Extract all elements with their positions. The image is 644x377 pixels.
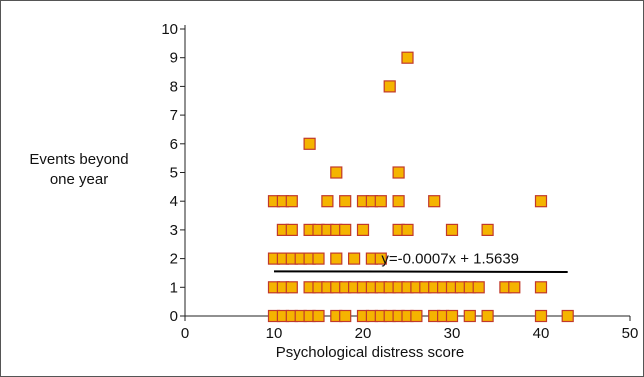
scatter-point bbox=[410, 309, 423, 323]
scatter-point bbox=[285, 223, 298, 236]
x-tick-label: 10 bbox=[266, 325, 283, 342]
trendline-line bbox=[273, 270, 568, 273]
scatter-point bbox=[481, 223, 494, 236]
scatter-point bbox=[356, 223, 370, 236]
scatter-point bbox=[330, 252, 343, 265]
x-tick-label: 30 bbox=[444, 325, 461, 342]
y-axis-label: Events beyond one year bbox=[14, 150, 144, 190]
y-tick-label: 4 bbox=[170, 193, 178, 210]
trendline bbox=[273, 270, 568, 273]
y-tick-label: 1 bbox=[170, 279, 178, 296]
x-tick-label: 40 bbox=[533, 325, 550, 342]
y-tick-label: 9 bbox=[170, 50, 178, 67]
y-tick-label: 3 bbox=[170, 222, 178, 239]
scatter-point bbox=[561, 309, 574, 323]
y-tick-label: 2 bbox=[170, 251, 178, 268]
x-axis-label: Psychological distress score bbox=[275, 344, 465, 361]
scatter-point bbox=[285, 281, 298, 294]
x-tick-label: 20 bbox=[355, 325, 372, 342]
scatter-point bbox=[285, 195, 298, 208]
scatter-point bbox=[312, 309, 325, 323]
scatter-point bbox=[401, 223, 414, 236]
scatter-point bbox=[463, 309, 476, 323]
scatter-point bbox=[534, 309, 548, 323]
axes: 0 1 2 3 4 5 6 7 8 9 10 0 10 20 30 40 50 bbox=[161, 21, 638, 342]
scatter-point bbox=[339, 309, 352, 323]
y-tick-label: 8 bbox=[170, 78, 178, 95]
y-tick-label: 0 bbox=[170, 308, 178, 325]
scatter-point bbox=[445, 223, 459, 236]
scatter-point bbox=[534, 195, 548, 208]
scatter-point bbox=[312, 252, 325, 265]
scatter-point bbox=[321, 195, 334, 208]
scatter-point bbox=[534, 281, 548, 294]
y-tick-label: 10 bbox=[161, 21, 178, 38]
scatter-point bbox=[428, 195, 441, 208]
y-tick-label: 5 bbox=[170, 165, 178, 182]
scatter-point bbox=[374, 252, 387, 265]
y-tick-label: 6 bbox=[170, 136, 178, 153]
scatter-point bbox=[383, 80, 396, 93]
scatter-point bbox=[330, 166, 343, 179]
scatter-point bbox=[445, 309, 459, 323]
scatter-point bbox=[303, 137, 316, 150]
y-axis-label-line-2: one year bbox=[49, 171, 109, 188]
scatter-point bbox=[508, 281, 521, 294]
trendline-equation: y=-0.0007x + 1.5639 bbox=[381, 251, 519, 268]
scatter-point bbox=[374, 195, 387, 208]
trendline-equation-group: y=-0.0007x + 1.5639 bbox=[381, 251, 519, 268]
scatter-point bbox=[401, 51, 414, 64]
scatter-point bbox=[339, 223, 352, 236]
x-tick-label: 50 bbox=[622, 325, 639, 342]
scatter-point bbox=[481, 309, 494, 323]
scatter-point bbox=[392, 166, 405, 179]
y-tick-label: 7 bbox=[170, 107, 178, 124]
data-points bbox=[267, 51, 574, 323]
scatter-point bbox=[472, 281, 485, 294]
scatter-point bbox=[339, 195, 352, 208]
y-axis-label-line-1: Events beyond bbox=[29, 151, 129, 168]
scatter-point bbox=[348, 252, 361, 265]
x-tick-label: 0 bbox=[181, 325, 189, 342]
scatter-point bbox=[392, 195, 405, 208]
